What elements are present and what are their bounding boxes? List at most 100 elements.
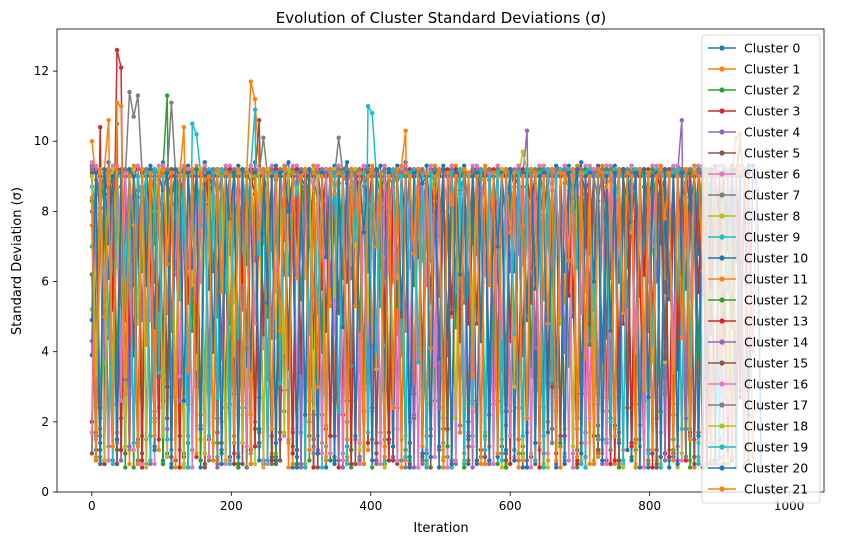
data-point xyxy=(382,167,387,172)
data-point xyxy=(277,328,283,333)
data-point xyxy=(482,163,488,168)
data-point xyxy=(177,398,182,403)
data-point xyxy=(520,433,525,439)
data-point xyxy=(131,440,136,446)
data-point xyxy=(411,170,417,175)
data-point xyxy=(474,321,479,326)
data-point xyxy=(261,167,266,172)
data-point xyxy=(311,451,316,456)
data-point xyxy=(206,454,212,460)
data-point xyxy=(265,314,270,319)
legend-item: Cluster 19 xyxy=(708,440,808,455)
data-point xyxy=(319,465,325,470)
legend-item: Cluster 13 xyxy=(708,314,808,329)
data-point xyxy=(303,465,308,470)
data-point xyxy=(227,167,233,172)
data-point xyxy=(273,167,279,172)
data-point xyxy=(549,377,555,382)
data-point xyxy=(261,135,266,140)
data-point xyxy=(231,461,237,467)
data-point xyxy=(198,167,203,172)
data-point xyxy=(236,163,241,168)
data-point xyxy=(545,451,551,456)
data-point xyxy=(595,447,601,453)
data-point xyxy=(575,167,580,172)
legend-item: Cluster 0 xyxy=(708,41,800,56)
data-point xyxy=(399,314,404,319)
data-point xyxy=(591,307,597,312)
data-point xyxy=(370,111,375,116)
data-point xyxy=(403,170,408,175)
data-point xyxy=(462,465,467,470)
data-point xyxy=(587,163,592,168)
legend-item: Cluster 16 xyxy=(708,377,808,392)
data-point xyxy=(403,167,408,172)
data-point xyxy=(407,170,412,175)
data-point xyxy=(478,461,484,467)
data-point xyxy=(315,170,320,175)
data-point xyxy=(491,170,496,175)
data-point xyxy=(541,174,546,179)
data-point xyxy=(524,128,530,133)
data-point xyxy=(89,317,95,323)
legend-label: Cluster 3 xyxy=(744,104,800,119)
data-point xyxy=(361,230,366,235)
data-point xyxy=(257,167,262,172)
data-point xyxy=(637,167,643,172)
data-point xyxy=(307,167,312,172)
data-point xyxy=(600,461,605,467)
data-point xyxy=(173,167,178,172)
data-point xyxy=(336,458,341,463)
y-axis-label: Standard Deviation (σ) xyxy=(10,187,25,335)
data-point xyxy=(449,163,454,168)
data-point xyxy=(575,461,580,467)
legend-swatch-marker xyxy=(719,381,725,387)
data-point xyxy=(420,451,425,456)
data-point xyxy=(361,170,366,175)
data-point xyxy=(558,310,563,316)
data-point xyxy=(466,170,471,175)
data-point xyxy=(533,458,538,463)
data-point xyxy=(223,170,228,175)
data-point xyxy=(382,454,387,460)
data-point xyxy=(265,461,270,467)
legend-item: Cluster 17 xyxy=(708,398,808,413)
data-point xyxy=(671,170,676,175)
data-point xyxy=(575,454,580,460)
x-tick-label: 0 xyxy=(88,499,96,513)
data-point xyxy=(533,346,538,351)
data-point xyxy=(470,167,475,172)
data-point xyxy=(466,461,471,467)
data-point xyxy=(215,461,220,467)
data-point xyxy=(537,170,542,175)
data-point xyxy=(261,465,266,470)
data-point xyxy=(587,170,592,175)
data-point xyxy=(294,275,300,281)
legend-item: Cluster 10 xyxy=(708,251,808,266)
data-point xyxy=(696,174,701,179)
legend-swatch-marker xyxy=(719,234,725,240)
data-point xyxy=(595,437,601,442)
data-point xyxy=(399,163,404,168)
legend-label: Cluster 11 xyxy=(744,272,808,287)
legend-label: Cluster 7 xyxy=(744,188,800,203)
legend-label: Cluster 10 xyxy=(744,251,808,266)
data-point xyxy=(658,465,663,470)
data-point xyxy=(436,167,442,172)
data-point xyxy=(583,174,588,179)
data-point xyxy=(470,444,475,449)
data-point xyxy=(290,163,295,168)
data-point xyxy=(662,360,668,365)
data-point xyxy=(604,184,609,189)
data-point xyxy=(432,163,438,168)
y-tick-label: 8 xyxy=(41,204,49,218)
data-point xyxy=(487,167,492,172)
data-point xyxy=(629,163,634,168)
data-point xyxy=(453,167,458,172)
data-point xyxy=(658,163,663,168)
data-point xyxy=(336,409,341,414)
data-point xyxy=(165,170,170,175)
data-point xyxy=(554,163,559,168)
data-point xyxy=(152,433,157,439)
data-point xyxy=(353,461,358,467)
